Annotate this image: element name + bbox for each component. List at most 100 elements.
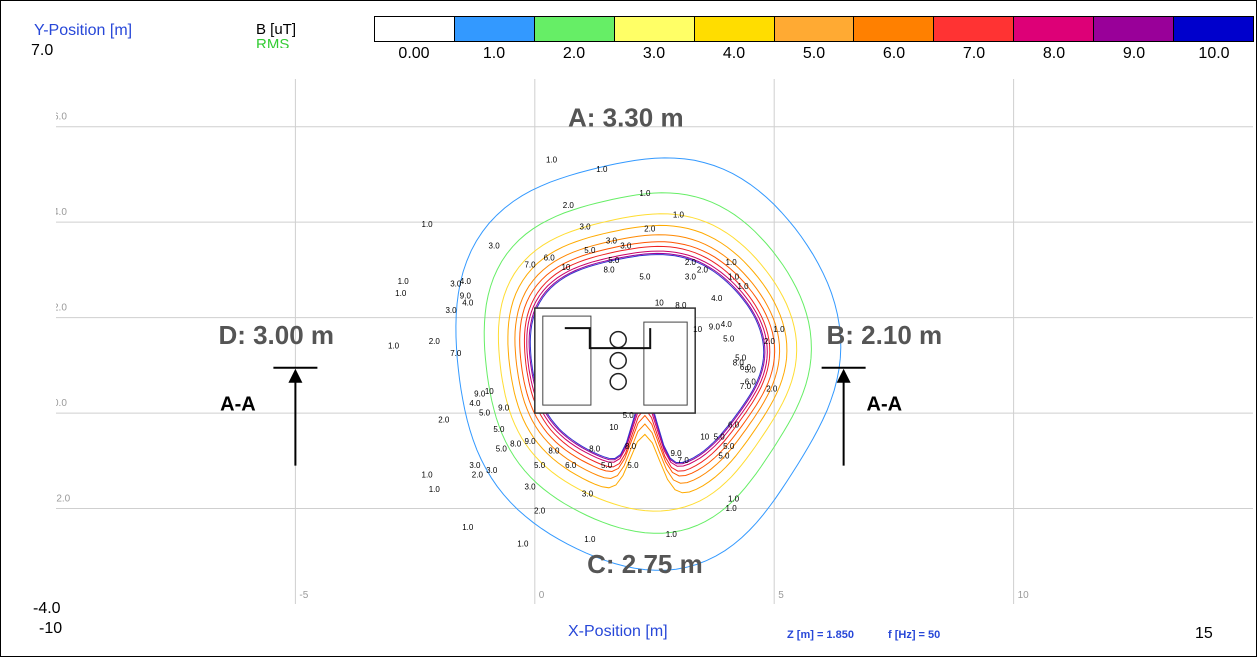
contour-value-label: 9.0 xyxy=(498,404,510,413)
contour-line-level xyxy=(519,241,776,477)
contour-value-label: 8.0 xyxy=(625,442,637,451)
contour-value-label: 8.0 xyxy=(548,447,560,456)
contour-value-label: 3.0 xyxy=(685,272,697,281)
distance-annotation-b: B: 2.10 m xyxy=(827,320,943,350)
colorbar-level-label: 2.0 xyxy=(562,45,586,62)
contour-value-label: 3.0 xyxy=(580,222,592,231)
distance-annotation-d: D: 3.00 m xyxy=(218,320,334,350)
colorbar-swatch xyxy=(375,17,455,41)
contour-value-label: 1.0 xyxy=(388,342,400,351)
section-arrow-head xyxy=(288,368,303,383)
contour-value-label: 2.0 xyxy=(685,258,697,267)
x-tick-label: -5 xyxy=(299,590,308,601)
colorbar-swatch xyxy=(854,17,935,41)
contour-value-label: 6.0 xyxy=(565,461,577,470)
z-height-info: Z [m] = 1.850 xyxy=(787,629,854,641)
contour-value-label: 2.0 xyxy=(764,337,776,346)
x-tick-label: 5 xyxy=(778,590,784,601)
contour-value-label: 5.0 xyxy=(479,408,491,417)
contour-value-label: 1.0 xyxy=(462,523,474,532)
colorbar-unit-label: B [uT] xyxy=(256,21,297,38)
contour-line-level xyxy=(526,250,768,467)
y-tick-label: -2.0 xyxy=(56,494,71,505)
contour-value-label: 1.0 xyxy=(422,471,434,480)
contour-value-label: 1.0 xyxy=(398,277,410,286)
contour-value-label: 2.0 xyxy=(644,225,656,234)
contour-value-label: 1.0 xyxy=(726,258,738,267)
y-tick-label: 6.0 xyxy=(56,112,67,123)
contour-value-label: 1.0 xyxy=(738,282,750,291)
contour-value-label: 1.0 xyxy=(584,535,596,544)
contour-value-label: 10 xyxy=(700,432,709,441)
contour-value-label: 3.0 xyxy=(524,482,536,491)
contour-value-label: 10 xyxy=(655,299,664,308)
colorbar-level-label: 9.0 xyxy=(1122,45,1146,62)
colorbar-level-label: 3.0 xyxy=(642,45,666,62)
contour-line-level xyxy=(483,192,812,534)
colorbar xyxy=(374,16,1254,42)
contour-value-label: 7.0 xyxy=(450,349,462,358)
contour-value-label: 7.0 xyxy=(524,261,536,270)
plot-area: -505106.04.02.00.0-2.0 1.01.01.01.01.01.… xyxy=(56,79,1253,604)
contour-value-label: 6.0 xyxy=(740,363,752,372)
contour-value-label: 3.0 xyxy=(489,241,501,250)
contour-value-label: 10 xyxy=(609,423,618,432)
section-label: A-A xyxy=(220,394,256,416)
contour-value-label: 5.0 xyxy=(723,442,735,451)
colorbar-swatch xyxy=(774,17,855,41)
transformer-coil xyxy=(609,372,627,391)
contour-value-label: 1.0 xyxy=(666,530,678,539)
contour-value-label: 1.0 xyxy=(726,504,738,513)
contour-value-label: 3.0 xyxy=(469,461,481,470)
contour-value-label: 2.0 xyxy=(438,416,450,425)
contour-value-label: 9.0 xyxy=(670,449,682,458)
contour-value-label: 1.0 xyxy=(429,485,441,494)
colorbar-level-label: 10.0 xyxy=(1198,45,1230,62)
contour-value-label: 8.0 xyxy=(603,265,615,274)
frequency-info: f [Hz] = 50 xyxy=(888,629,941,641)
contour-value-label: 5.0 xyxy=(496,444,508,453)
x-min-label: -10 xyxy=(39,620,63,637)
contour-value-label: 4.0 xyxy=(721,320,733,329)
y-tick-label: 0.0 xyxy=(56,398,67,409)
section-arrow-head xyxy=(836,368,851,383)
contour-value-label: 3.0 xyxy=(606,237,618,246)
contour-value-label: 5.0 xyxy=(601,461,613,470)
contour-value-label: 1.0 xyxy=(639,189,651,198)
contour-value-label: 5.0 xyxy=(718,451,730,460)
contour-value-label: 1.0 xyxy=(422,220,434,229)
contour-line-level xyxy=(455,157,842,571)
contour-value-label: 6.0 xyxy=(728,420,740,429)
contour-value-label: 9.0 xyxy=(524,437,536,446)
contour-value-label: 1.0 xyxy=(728,494,740,503)
contour-value-label: 4.0 xyxy=(711,294,723,303)
contour-line-level xyxy=(523,245,771,472)
annotations: A: 3.30 m B: 2.10 m C: 2.75 m D: 3.00 m A-A A… xyxy=(218,103,942,579)
colorbar-swatch xyxy=(934,17,1015,41)
contour-value-label: 5.0 xyxy=(584,246,596,255)
contour-line-level xyxy=(514,234,781,484)
contour-value-label: 8.0 xyxy=(589,444,601,453)
contour-value-label: 2.0 xyxy=(766,385,778,394)
contour-value-label: 5.0 xyxy=(623,411,635,420)
contour-value-label: 5.0 xyxy=(714,432,726,441)
contour-value-label: 1.0 xyxy=(395,289,407,298)
busbar xyxy=(564,327,652,350)
contour-line-level xyxy=(507,224,788,494)
x-max-label: 15 xyxy=(1195,625,1213,642)
contour-value-label: 5.0 xyxy=(608,256,620,265)
contour-value-label: 10 xyxy=(561,263,570,272)
y-axis-label: Y-Position [m] xyxy=(34,22,133,39)
contour-labels: 1.01.01.01.01.01.01.01.01.01.01.01.01.01… xyxy=(388,156,785,549)
colorbar-level-label: 8.0 xyxy=(1042,45,1066,62)
colorbar-level-label: 6.0 xyxy=(882,45,906,62)
contour-value-label: 2.0 xyxy=(472,471,484,480)
source-panel-left xyxy=(542,315,592,406)
colorbar-swatch xyxy=(454,17,535,41)
contour-value-label: 1.0 xyxy=(517,540,529,549)
contour-value-label: 3.0 xyxy=(445,306,457,315)
colorbar-swatch xyxy=(1174,17,1253,41)
contour-value-label: 8.0 xyxy=(510,440,522,449)
colorbar-level-label: 5.0 xyxy=(802,45,826,62)
